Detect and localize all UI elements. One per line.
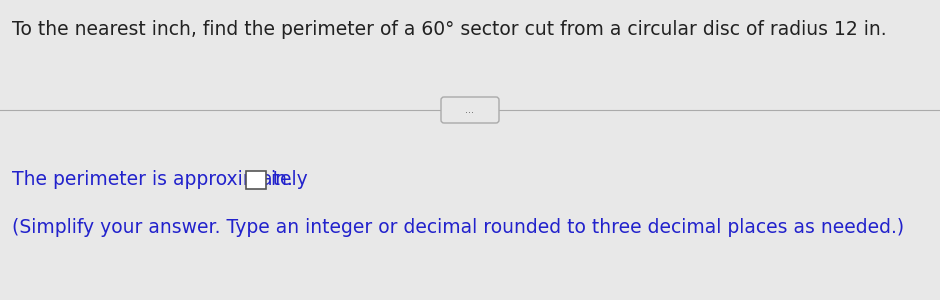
Text: (Simplify your answer. Type an integer or decimal rounded to three decimal place: (Simplify your answer. Type an integer o…	[12, 218, 904, 237]
Text: The perimeter is approximately: The perimeter is approximately	[12, 170, 314, 189]
Text: To the nearest inch, find the perimeter of a 60° sector cut from a circular disc: To the nearest inch, find the perimeter …	[12, 20, 886, 39]
Text: in.: in.	[270, 170, 293, 189]
FancyBboxPatch shape	[246, 171, 266, 189]
FancyBboxPatch shape	[441, 97, 499, 123]
Text: ...: ...	[465, 105, 475, 115]
